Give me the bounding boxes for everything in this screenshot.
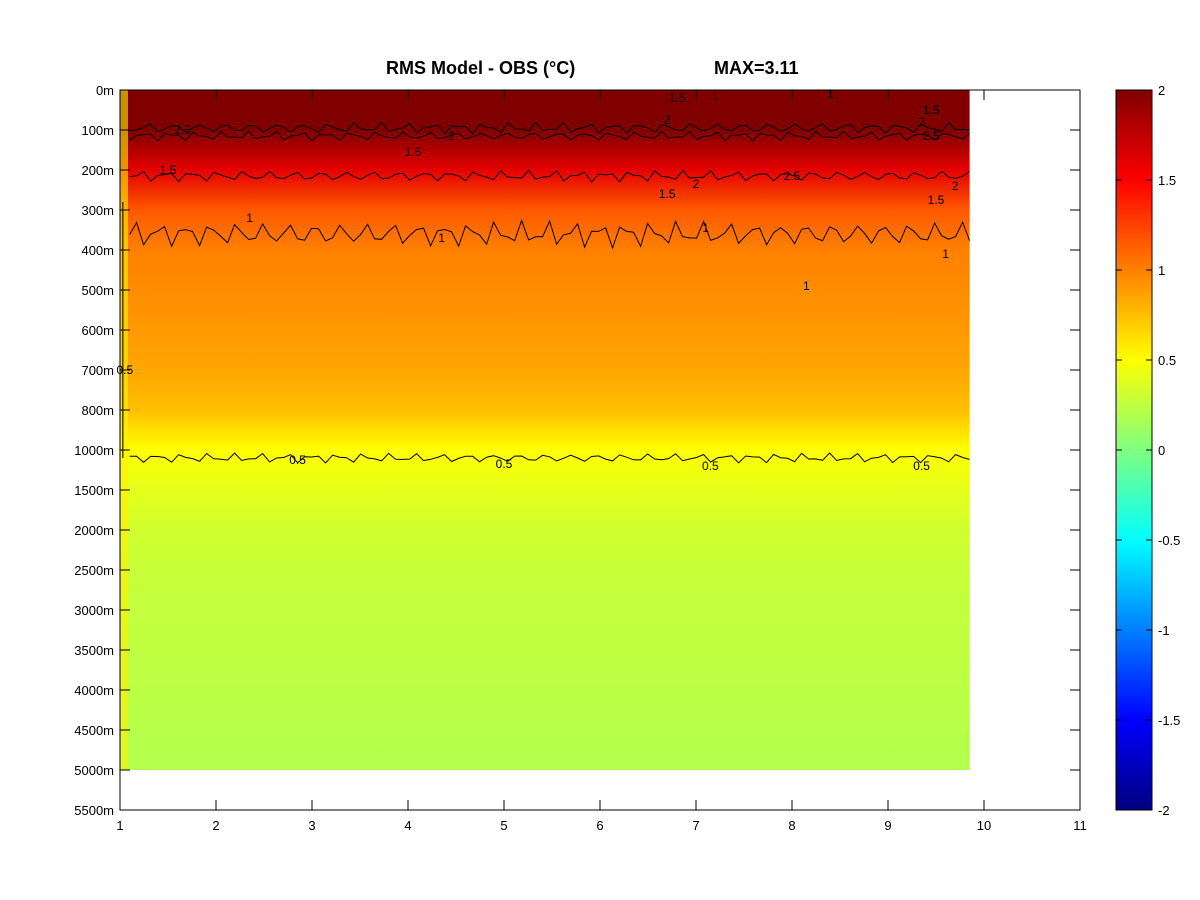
colorbar-tick-label: -1 <box>1158 623 1170 638</box>
y-tick-label: 500m <box>81 283 114 298</box>
contour-label: 1.5 <box>659 187 676 201</box>
heatmap-edge-strip <box>120 90 128 770</box>
plot-area <box>120 90 970 770</box>
x-tick-label: 5 <box>500 818 507 833</box>
x-tick-label: 2 <box>212 818 219 833</box>
contour-label: 2 <box>664 113 671 127</box>
x-tick-label: 4 <box>404 818 411 833</box>
contour-label: 0.5 <box>289 453 306 467</box>
colorbar-tick-label: -2 <box>1158 803 1170 818</box>
contour-label: 2.5 <box>174 123 191 137</box>
x-tick-label: 3 <box>308 818 315 833</box>
y-tick-label: 3500m <box>74 643 114 658</box>
y-tick-label: 4500m <box>74 723 114 738</box>
colorbar-tick-label: 0 <box>1158 443 1165 458</box>
contour-label: 2.5 <box>784 169 801 183</box>
axes-layer: 0m 100m 200m 300m 400m 500m 600m 700m 800m 1000m 1… <box>74 83 1087 833</box>
colorbar: 2 1.5 1 0.5 0 -0.5 -1 -1.5 -2 <box>1115 83 1180 818</box>
y-tick-label: 0m <box>96 83 114 98</box>
contour-label: 1 <box>702 221 709 235</box>
y-tick-label: 2000m <box>74 523 114 538</box>
contour-label: 2 <box>448 129 455 143</box>
chart-title: RMS Model - OBS (°C) <box>386 58 576 78</box>
x-tick-label: 11 <box>1073 818 1087 833</box>
x-tick-label: 1 <box>116 818 123 833</box>
contour-label: 2 <box>693 177 700 191</box>
contour-label: 1 <box>803 279 810 293</box>
y-tick-label: 400m <box>81 243 114 258</box>
y-tick-label: 1500m <box>74 483 114 498</box>
contour-label: 1 <box>246 211 253 225</box>
x-tick-label: 7 <box>692 818 699 833</box>
contour-label: 1.5 <box>404 145 421 159</box>
y-tick-label: 100m <box>81 123 114 138</box>
x-tick-label: 9 <box>884 818 891 833</box>
contour-line-0-5 <box>129 452 970 464</box>
colorbar-tick-label: -0.5 <box>1158 533 1180 548</box>
x-tick-label: 8 <box>788 818 795 833</box>
y-tick-label: 5000m <box>74 763 114 778</box>
contour-label: 2 <box>952 179 959 193</box>
colorbar-tick-label: 1 <box>1158 263 1165 278</box>
contour-label: 0.5 <box>913 459 930 473</box>
y-tick-label: 3000m <box>74 603 114 618</box>
contour-label: 0.5 <box>702 459 719 473</box>
contour-label: 1 <box>942 247 949 261</box>
y-tick-label: 5500m <box>74 803 114 818</box>
contour-label: 1.5 <box>923 103 940 117</box>
y-tick-label: 600m <box>81 323 114 338</box>
contour-label: 1 <box>438 231 445 245</box>
contour-line-2-5 <box>129 121 970 135</box>
colorbar-tick-label: 1.5 <box>1158 173 1176 188</box>
contour-label: 2 <box>918 115 925 129</box>
contour-label: 1.5 <box>668 91 685 105</box>
contour-label: 2.5 <box>923 129 940 143</box>
contour-line-2 <box>129 130 970 142</box>
y-tick-label: 2500m <box>74 563 114 578</box>
x-tick-label: 6 <box>596 818 603 833</box>
colorbar-tick-label: 2 <box>1158 83 1165 98</box>
y-tick-label: 800m <box>81 403 114 418</box>
contour-label: 1 <box>712 89 719 103</box>
contour-label: 1 <box>827 87 834 101</box>
y-tick-label: 200m <box>81 163 114 178</box>
heatmap-field <box>120 90 970 770</box>
y-tick-label: 4000m <box>74 683 114 698</box>
x-tick-label: 10 <box>977 818 991 833</box>
chart-max-label: MAX=3.11 <box>714 58 799 78</box>
y-tick-label: 700m <box>81 363 114 378</box>
colorbar-tick-label: -1.5 <box>1158 713 1180 728</box>
y-tick-label: 300m <box>81 203 114 218</box>
contour-label: 1.5 <box>928 193 945 207</box>
contour-label: 1.5 <box>160 163 177 177</box>
y-tick-label: 1000m <box>74 443 114 458</box>
contour-line-1-5 <box>129 169 970 183</box>
contour-line-1 <box>129 218 971 250</box>
colorbar-tick-label: 0.5 <box>1158 353 1176 368</box>
contour-label: 0.5 <box>496 457 513 471</box>
